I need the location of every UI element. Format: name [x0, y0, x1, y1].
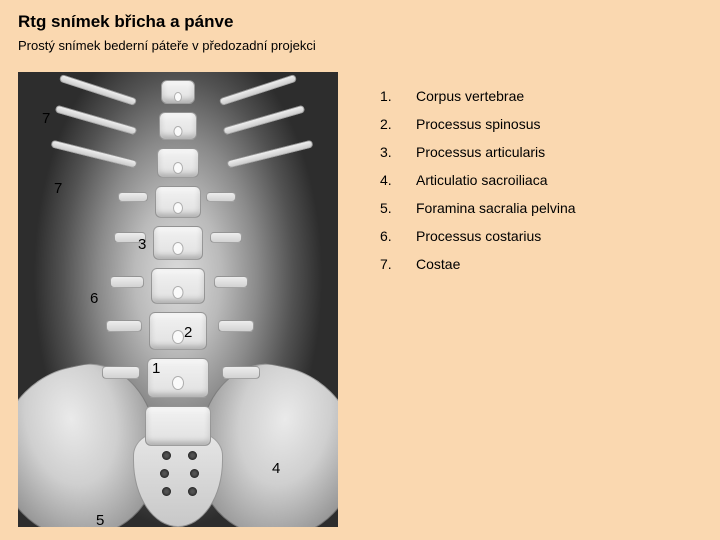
sacral-foramen [188, 487, 197, 496]
legend-row: 3.Processus articularis [380, 144, 576, 160]
legend-row: 4.Articulatio sacroiliaca [380, 172, 576, 188]
spinous-process [172, 330, 184, 344]
transverse-process [106, 320, 142, 332]
transverse-process [110, 276, 144, 288]
sacral-foramen [162, 487, 171, 496]
legend-term: Articulatio sacroiliaca [416, 172, 576, 188]
legend-term: Processus spinosus [416, 116, 576, 132]
sacral-foramen [162, 451, 171, 460]
transverse-process [210, 232, 242, 243]
legend-number: 7. [380, 256, 416, 272]
vertebral-body [145, 406, 211, 446]
anatomy-marker: 6 [90, 290, 98, 307]
sacral-foramen [160, 469, 169, 478]
page-title: Rtg snímek břicha a pánve [18, 12, 233, 32]
legend-list: 1.Corpus vertebrae2.Processus spinosus3.… [380, 88, 576, 284]
legend-row: 2.Processus spinosus [380, 116, 576, 132]
spinous-process [174, 92, 182, 102]
spinous-process [174, 126, 183, 137]
anatomy-marker: 7 [42, 110, 50, 127]
rib [223, 105, 306, 136]
anatomy-marker: 2 [184, 324, 192, 341]
transverse-process [206, 192, 236, 202]
anatomy-marker: 1 [152, 360, 160, 377]
rib [50, 139, 137, 168]
rib [59, 74, 138, 106]
xray-image: 773621455 [18, 72, 338, 527]
legend-term: Foramina sacralia pelvina [416, 200, 576, 216]
legend-row: 7.Costae [380, 256, 576, 272]
legend-term: Corpus vertebrae [416, 88, 576, 104]
anatomy-marker: 5 [96, 512, 104, 527]
legend-number: 1. [380, 88, 416, 104]
legend-term: Processus costarius [416, 228, 576, 244]
spinous-process [173, 162, 183, 174]
anatomy-marker: 4 [272, 460, 280, 477]
spinous-process [172, 376, 184, 390]
spinous-process [173, 242, 184, 255]
legend-term: Processus articularis [416, 144, 576, 160]
transverse-process [214, 276, 248, 288]
legend-number: 6. [380, 228, 416, 244]
rib [226, 139, 313, 168]
spinous-process [173, 286, 184, 299]
rib [55, 105, 138, 136]
transverse-process [118, 192, 148, 202]
sacral-foramen [188, 451, 197, 460]
legend-number: 2. [380, 116, 416, 132]
legend-number: 3. [380, 144, 416, 160]
spinous-process [173, 202, 183, 214]
legend-number: 4. [380, 172, 416, 188]
anatomy-marker: 3 [138, 236, 146, 253]
legend-number: 5. [380, 200, 416, 216]
transverse-process [222, 366, 260, 379]
rib [219, 74, 298, 106]
sacrum [133, 432, 223, 527]
legend-row: 5.Foramina sacralia pelvina [380, 200, 576, 216]
legend-row: 6.Processus costarius [380, 228, 576, 244]
legend-row: 1.Corpus vertebrae [380, 88, 576, 104]
transverse-process [218, 320, 254, 332]
anatomy-marker: 7 [54, 180, 62, 197]
sacral-foramen [190, 469, 199, 478]
transverse-process [102, 366, 140, 379]
page-subtitle: Prostý snímek bederní páteře v předozadn… [18, 38, 316, 53]
legend-term: Costae [416, 256, 576, 272]
